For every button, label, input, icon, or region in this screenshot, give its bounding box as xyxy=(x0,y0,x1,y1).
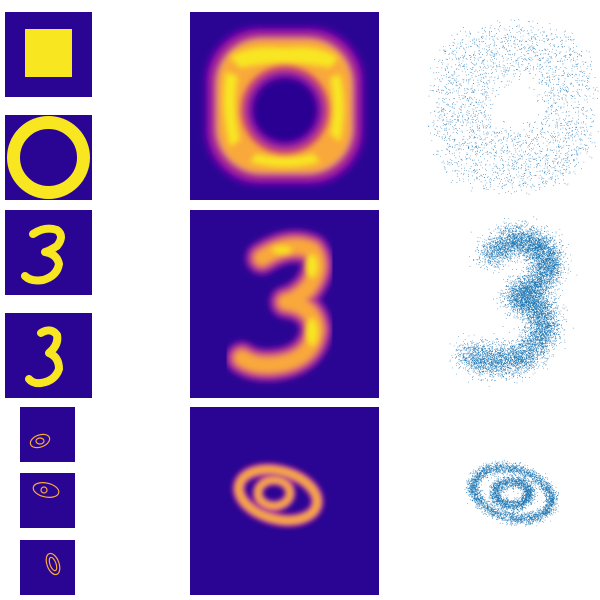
samples-panel-ellipses xyxy=(420,407,600,595)
scatter-points xyxy=(464,459,559,527)
digit-three-shape xyxy=(21,224,65,285)
panel-background xyxy=(20,473,75,528)
input-panel-ellipses-c xyxy=(20,540,75,595)
scatter-ellipses-svg xyxy=(464,459,559,527)
density-peak-right xyxy=(330,74,344,142)
density-three-peak-lower xyxy=(306,318,318,346)
input-panel-three-b xyxy=(5,313,92,398)
input-panel-three-a xyxy=(5,210,92,295)
ring-shape xyxy=(7,116,90,199)
outer-ellipse xyxy=(29,433,51,449)
scatter-point-cloud xyxy=(449,216,578,387)
panel-background xyxy=(20,407,75,462)
scatter-points xyxy=(427,19,599,195)
inner-ellipse xyxy=(48,556,58,572)
density-panel-three xyxy=(190,210,379,398)
density-panel-ellipses xyxy=(190,407,379,595)
density-peak-left xyxy=(223,72,240,147)
scatter-point-cloud xyxy=(427,19,599,195)
density-panel-ring xyxy=(190,12,379,200)
scatter-points xyxy=(449,216,578,387)
scatter-ring-svg xyxy=(427,19,599,195)
digit-three-shape xyxy=(25,326,63,388)
density-peak-top xyxy=(230,47,338,68)
density-outer-ellipse xyxy=(235,466,321,524)
outer-ellipse xyxy=(45,552,61,576)
density-hole xyxy=(253,78,317,142)
density-peak-bottom xyxy=(250,154,320,167)
input-panel-ellipses-a xyxy=(20,407,75,462)
scatter-three-svg xyxy=(449,216,578,387)
density-three-core xyxy=(234,238,325,373)
density-three-peak-top xyxy=(272,246,292,254)
input-panel-ring xyxy=(5,115,92,200)
density-three-peak-upper xyxy=(306,254,318,278)
input-panel-ellipses-b xyxy=(20,473,75,528)
scatter-point-cloud xyxy=(464,459,559,527)
input-panel-square xyxy=(5,12,92,97)
samples-panel-ring xyxy=(420,12,600,200)
inner-ellipse xyxy=(35,437,45,445)
density-inner-ellipse xyxy=(255,477,293,509)
outer-ellipse xyxy=(32,482,60,498)
inner-ellipse xyxy=(40,486,48,494)
square-shape xyxy=(25,29,72,77)
samples-panel-three xyxy=(420,210,600,398)
